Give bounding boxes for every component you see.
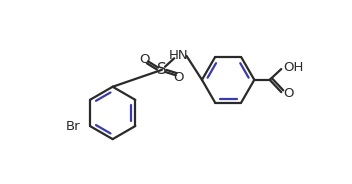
Text: S: S	[157, 62, 167, 77]
Text: O: O	[140, 53, 150, 66]
Text: OH: OH	[283, 61, 303, 74]
Text: O: O	[284, 87, 294, 100]
Text: Br: Br	[66, 120, 81, 132]
Text: O: O	[174, 71, 184, 84]
Text: HN: HN	[169, 49, 189, 62]
